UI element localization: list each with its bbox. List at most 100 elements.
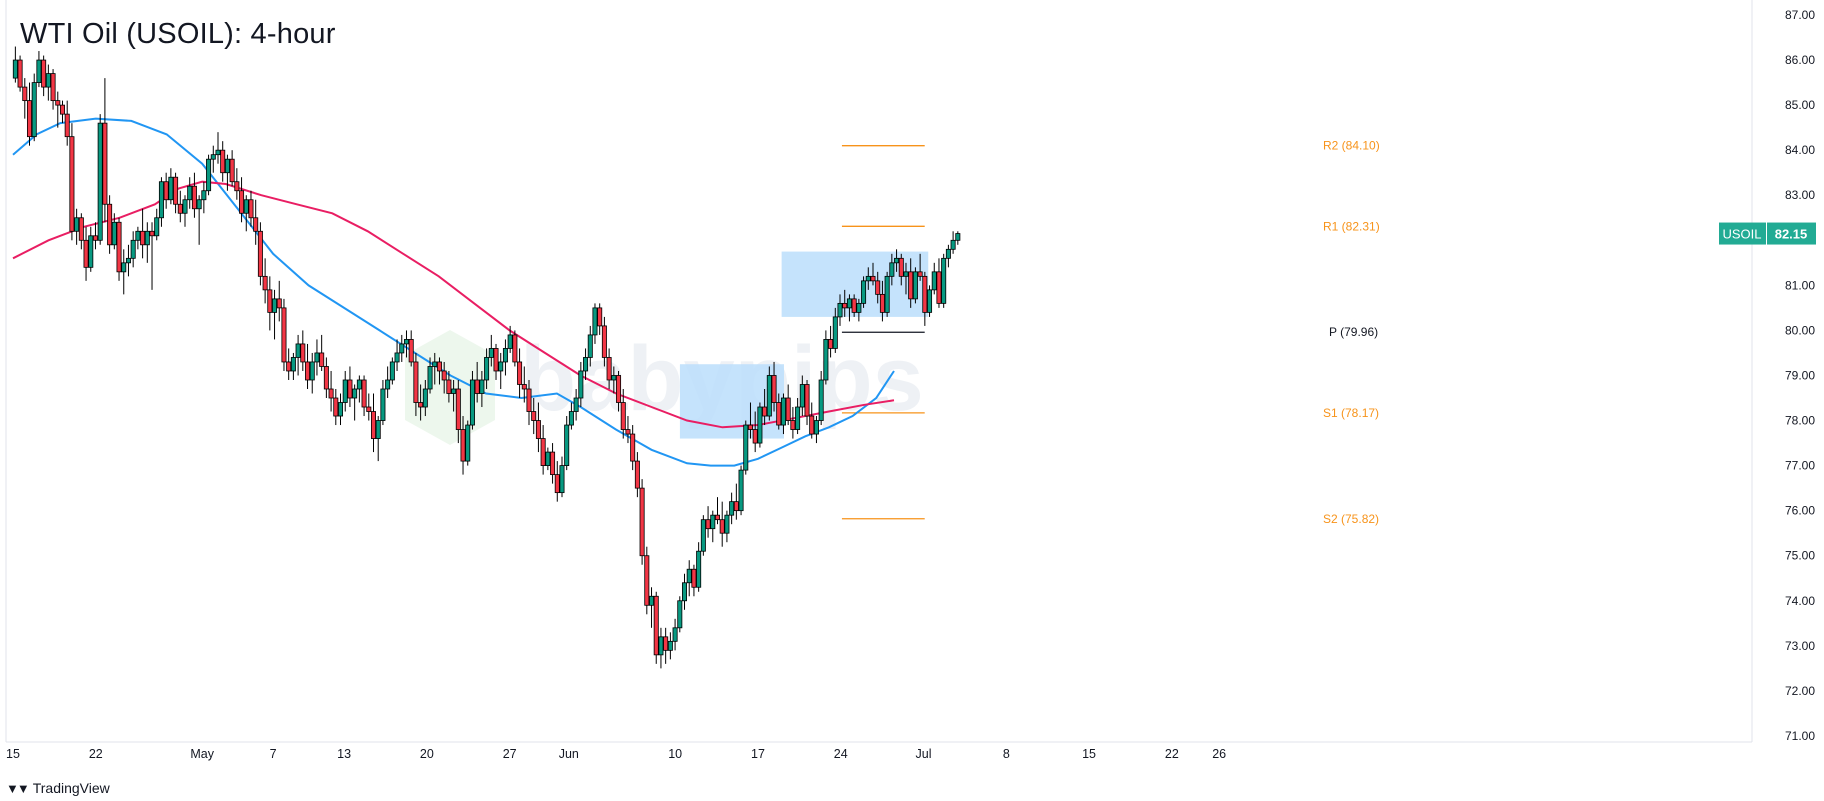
x-tick-label: 22 <box>1165 747 1179 761</box>
candle-body-down <box>163 181 169 201</box>
candle-body-up <box>168 176 174 201</box>
candle-body-down <box>714 514 720 521</box>
candle-body-down <box>620 402 626 430</box>
candle-body-down <box>493 348 499 372</box>
candle-body-down <box>262 275 268 291</box>
candle-body-up <box>611 375 617 381</box>
candle <box>399 334 405 362</box>
candle <box>578 361 584 408</box>
candle <box>338 393 344 426</box>
candle <box>526 379 532 426</box>
candle-body-up <box>682 582 688 602</box>
candle-body-up <box>884 275 890 313</box>
candle-body-up <box>290 357 296 372</box>
candle <box>389 357 395 385</box>
candle-body-up <box>488 348 494 358</box>
candle-body-down <box>305 361 311 381</box>
candle <box>59 100 65 124</box>
candle <box>507 325 513 353</box>
candle-body-up <box>507 334 513 349</box>
candle-body-down <box>27 100 33 138</box>
candle <box>936 258 942 308</box>
candle <box>135 226 141 250</box>
candle-body-up <box>342 379 348 403</box>
candle-body-up <box>111 221 117 246</box>
candle <box>870 262 876 286</box>
y-tick-label: 79.00 <box>1785 368 1815 382</box>
candle <box>649 587 655 628</box>
candle <box>286 348 292 380</box>
candle-body-up <box>45 73 51 88</box>
candle <box>262 258 268 304</box>
candle <box>272 289 278 340</box>
candle <box>620 388 626 439</box>
candle-body-up <box>484 357 490 381</box>
candle <box>253 199 259 245</box>
candle-body-down <box>436 361 442 372</box>
candle-body-up <box>950 239 956 250</box>
candle <box>889 253 895 286</box>
candle-body-up <box>196 199 202 210</box>
candle <box>196 195 202 245</box>
candle-body-up <box>672 627 678 642</box>
candle-body-up <box>738 469 744 512</box>
price-tag-value: 82.15 <box>1775 227 1808 242</box>
candle <box>658 627 664 669</box>
candle <box>809 402 815 439</box>
candle <box>422 379 428 417</box>
candle-body-down <box>102 122 108 205</box>
candle-body-down <box>276 298 282 309</box>
candle-body-down <box>908 271 914 300</box>
candle-body-up <box>502 348 508 363</box>
candle-body-up <box>710 514 716 530</box>
candle-body-up <box>927 289 933 313</box>
candle-body-down <box>625 429 631 435</box>
candle <box>696 542 702 592</box>
candle <box>851 294 857 317</box>
candle <box>257 222 263 286</box>
candle-body-up <box>403 339 409 345</box>
candle <box>413 352 419 417</box>
candle-body-up <box>125 257 131 264</box>
candle-body-up <box>451 388 457 394</box>
candle <box>149 222 155 290</box>
candle-body-up <box>389 361 395 381</box>
candle <box>601 316 607 367</box>
candle-body-down <box>149 230 155 237</box>
pivot-label-s2: S2 (75.82) <box>1323 512 1379 526</box>
candle-body-up <box>941 257 947 304</box>
x-tick-label: 15 <box>6 747 20 761</box>
candle <box>191 172 197 218</box>
tradingview-brand[interactable]: ▼▼ TradingView <box>6 780 110 796</box>
candle-body-down <box>870 275 876 282</box>
candle-body-down <box>554 474 560 494</box>
candle <box>945 244 951 268</box>
candle <box>140 208 146 259</box>
candle <box>790 407 796 439</box>
candle-body-up <box>818 379 824 421</box>
candle-body-up <box>729 501 735 516</box>
candle <box>606 348 612 389</box>
candle <box>667 632 673 660</box>
candle-body-up <box>903 271 909 277</box>
candle-body-up <box>74 217 80 232</box>
candle-body-down <box>875 280 881 295</box>
candle <box>912 267 918 304</box>
candle-body-up <box>700 519 706 552</box>
y-tick-label: 72.00 <box>1785 684 1815 698</box>
candle-body-up <box>573 397 579 412</box>
x-tick-label: 17 <box>751 747 765 761</box>
candle-body-down <box>634 460 640 489</box>
candle-body-up <box>757 406 763 444</box>
candle <box>521 366 527 403</box>
candle <box>125 244 131 277</box>
candle <box>427 357 433 394</box>
candle <box>17 55 23 92</box>
candle <box>64 100 70 146</box>
candle-body-down <box>771 375 777 403</box>
candle <box>559 456 565 498</box>
candle <box>785 384 791 426</box>
candle-body-down <box>413 361 419 403</box>
candle-body-down <box>50 73 56 102</box>
